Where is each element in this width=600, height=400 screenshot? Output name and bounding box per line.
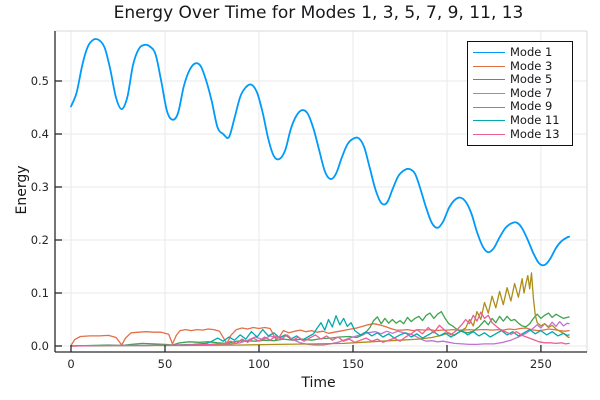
legend-line-swatch xyxy=(473,65,505,67)
x-tick-label: 100 xyxy=(248,357,270,371)
series-line-mode-1 xyxy=(70,38,570,267)
legend-entry-mode-3: Mode 3 xyxy=(473,60,567,74)
y-tick-label: 0.0 xyxy=(31,339,49,353)
x-tick-label: 0 xyxy=(67,357,74,371)
legend-label: Mode 9 xyxy=(510,99,553,114)
legend-line-swatch xyxy=(473,93,505,95)
x-tick-label: 250 xyxy=(530,357,552,371)
series-line-mode-11 xyxy=(70,315,570,347)
legend-label: Mode 11 xyxy=(510,113,560,128)
legend-entry-mode-1: Mode 1 xyxy=(473,46,567,60)
legend-line-swatch xyxy=(473,133,505,135)
legend-entry-mode-9: Mode 9 xyxy=(473,100,567,114)
x-tick-label: 50 xyxy=(158,357,173,371)
legend-line-swatch xyxy=(473,79,505,81)
legend-line-swatch xyxy=(473,106,505,108)
legend-entry-mode-11: Mode 11 xyxy=(473,114,567,128)
series-line-mode-3 xyxy=(70,323,570,347)
legend-entry-mode-13: Mode 13 xyxy=(473,128,567,142)
legend-box: Mode 1 Mode 3 Mode 5 Mode 7 Mode 9 Mode 11 Mod… xyxy=(467,41,573,147)
legend-entry-mode-5: Mode 5 xyxy=(473,73,567,87)
legend-label: Mode 13 xyxy=(510,126,560,141)
legend-label: Mode 3 xyxy=(510,58,553,73)
y-tick-label: 0.5 xyxy=(31,74,49,88)
legend-entry-mode-7: Mode 7 xyxy=(473,87,567,101)
series-line-mode-13 xyxy=(70,311,570,347)
legend-label: Mode 5 xyxy=(510,72,553,87)
y-tick-label: 0.4 xyxy=(31,127,49,141)
legend-line-swatch xyxy=(473,120,505,122)
legend-label: Mode 1 xyxy=(510,45,553,60)
legend-label: Mode 7 xyxy=(510,85,553,100)
x-tick-label: 150 xyxy=(342,357,364,371)
y-tick-label: 0.2 xyxy=(31,233,49,247)
series-line-mode-7 xyxy=(70,320,570,347)
series-line-mode-5 xyxy=(70,310,570,347)
x-axis-label: Time xyxy=(301,375,336,391)
y-tick-label: 0.1 xyxy=(31,286,49,300)
y-tick-label: 0.3 xyxy=(31,180,49,194)
chart-title: Energy Over Time for Modes 1, 3, 5, 7, 9… xyxy=(113,3,524,23)
legend-line-swatch xyxy=(473,52,505,54)
x-tick-label: 200 xyxy=(436,357,458,371)
y-axis-label: Energy xyxy=(14,165,30,215)
